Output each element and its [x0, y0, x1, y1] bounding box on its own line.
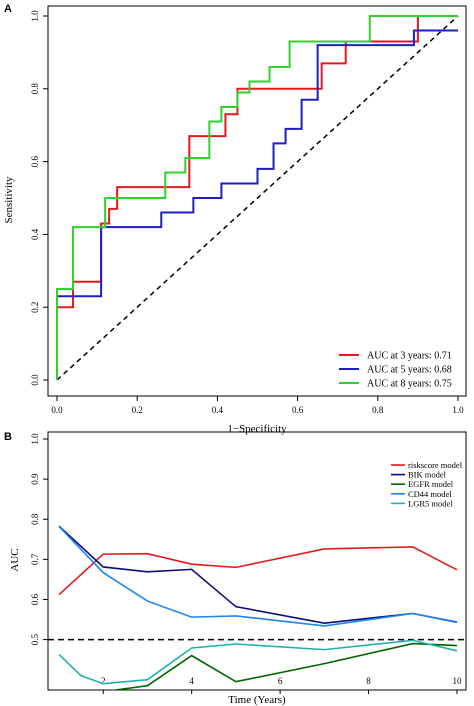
- panel-b-frame: [47, 431, 467, 691]
- panel-a-label: A: [4, 3, 12, 15]
- panel-a-x-tick-label: 0.4: [212, 405, 224, 415]
- panel-a: A 1−Specificity Sensitivity 0.0 0.2 0.4 0.6…: [3, 3, 467, 435]
- panel-a-y-tick-label: 0.2: [30, 302, 40, 313]
- panel-a-y-tick-label: 0.8: [30, 83, 40, 95]
- panel-b-x-tick-label: 6: [278, 676, 283, 686]
- panel-b-y-tick-label: 1.0: [30, 433, 40, 445]
- panel-b-x-tick-label: 4: [189, 676, 194, 686]
- panel-b-y-tick-label: 0.8: [30, 513, 40, 525]
- panel-b-series-line: [58, 525, 458, 627]
- panel-a-x-axis-label: 1−Specificity: [227, 423, 287, 435]
- panel-b-x-axis-label: Time (Years): [228, 694, 286, 706]
- panel-a-legend-label: AUC at 3 years: 0.71: [367, 351, 452, 362]
- panel-b-legend-label: riskscore model: [408, 460, 463, 470]
- panel-a-y-tick-label: 1.0: [30, 10, 40, 22]
- panel-a-x-tick-label: 1.0: [452, 405, 464, 415]
- panel-b-x-tick-label: 10: [453, 676, 463, 686]
- panel-a-frame: [47, 5, 467, 397]
- panel-b-y-tick-label: 0.5: [30, 633, 40, 645]
- panel-a-legend-label: AUC at 8 years: 0.75: [367, 379, 452, 390]
- panel-b-series-line: [58, 525, 458, 624]
- panel-b-label: B: [4, 431, 12, 443]
- panel-a-y-tick-label: 0.0: [30, 374, 40, 386]
- panel-a-reference-diagonal: [56, 15, 459, 381]
- panel-b-y-axis-label: AUC: [9, 548, 21, 571]
- panel-b-x-tick-label: 8: [366, 676, 371, 686]
- panel-a-legend-label: AUC at 5 years: 0.68: [367, 365, 452, 376]
- panel-b: B Time (Years) AUC 2 4 6 8 10 0.5 0.6 0.7 0.8 0.…: [4, 431, 467, 706]
- panel-a-x-tick-label: 0.6: [292, 405, 304, 415]
- panel-b-legend-label: LGR5 model: [408, 498, 453, 508]
- panel-b-legend-label: BIK model: [408, 470, 447, 480]
- panel-a-x-tick-label: 0.2: [132, 405, 143, 415]
- panel-b-x-tick-label: 2: [101, 676, 106, 686]
- panel-a-legend: AUC at 3 years: 0.71 AUC at 5 years: 0.68…: [331, 342, 461, 390]
- panel-b-legend-label: CD44 model: [408, 489, 452, 499]
- panel-b-series-line: [58, 546, 458, 596]
- panel-a-y-tick-label: 0.4: [30, 228, 40, 240]
- panel-a-x-tick-label: 0.8: [372, 405, 384, 415]
- panel-b-legend-label: EGFR model: [408, 479, 454, 489]
- panel-a-series-line: [56, 15, 458, 380]
- panel-b-y-tick-label: 0.9: [30, 473, 40, 485]
- panel-a-series-line: [56, 29, 458, 380]
- panel-a-y-tick-label: 0.6: [30, 155, 40, 167]
- panel-b-series-line: [58, 639, 458, 685]
- panel-a-x-tick-label: 0.0: [51, 405, 63, 415]
- panel-a-y-axis-label: Sensitivity: [3, 176, 15, 224]
- panel-b-y-tick-label: 0.7: [30, 553, 40, 565]
- panel-a-series-line: [56, 15, 458, 380]
- panel-b-series-line: [110, 642, 458, 690]
- panel-b-y-tick-label: 0.6: [30, 593, 40, 605]
